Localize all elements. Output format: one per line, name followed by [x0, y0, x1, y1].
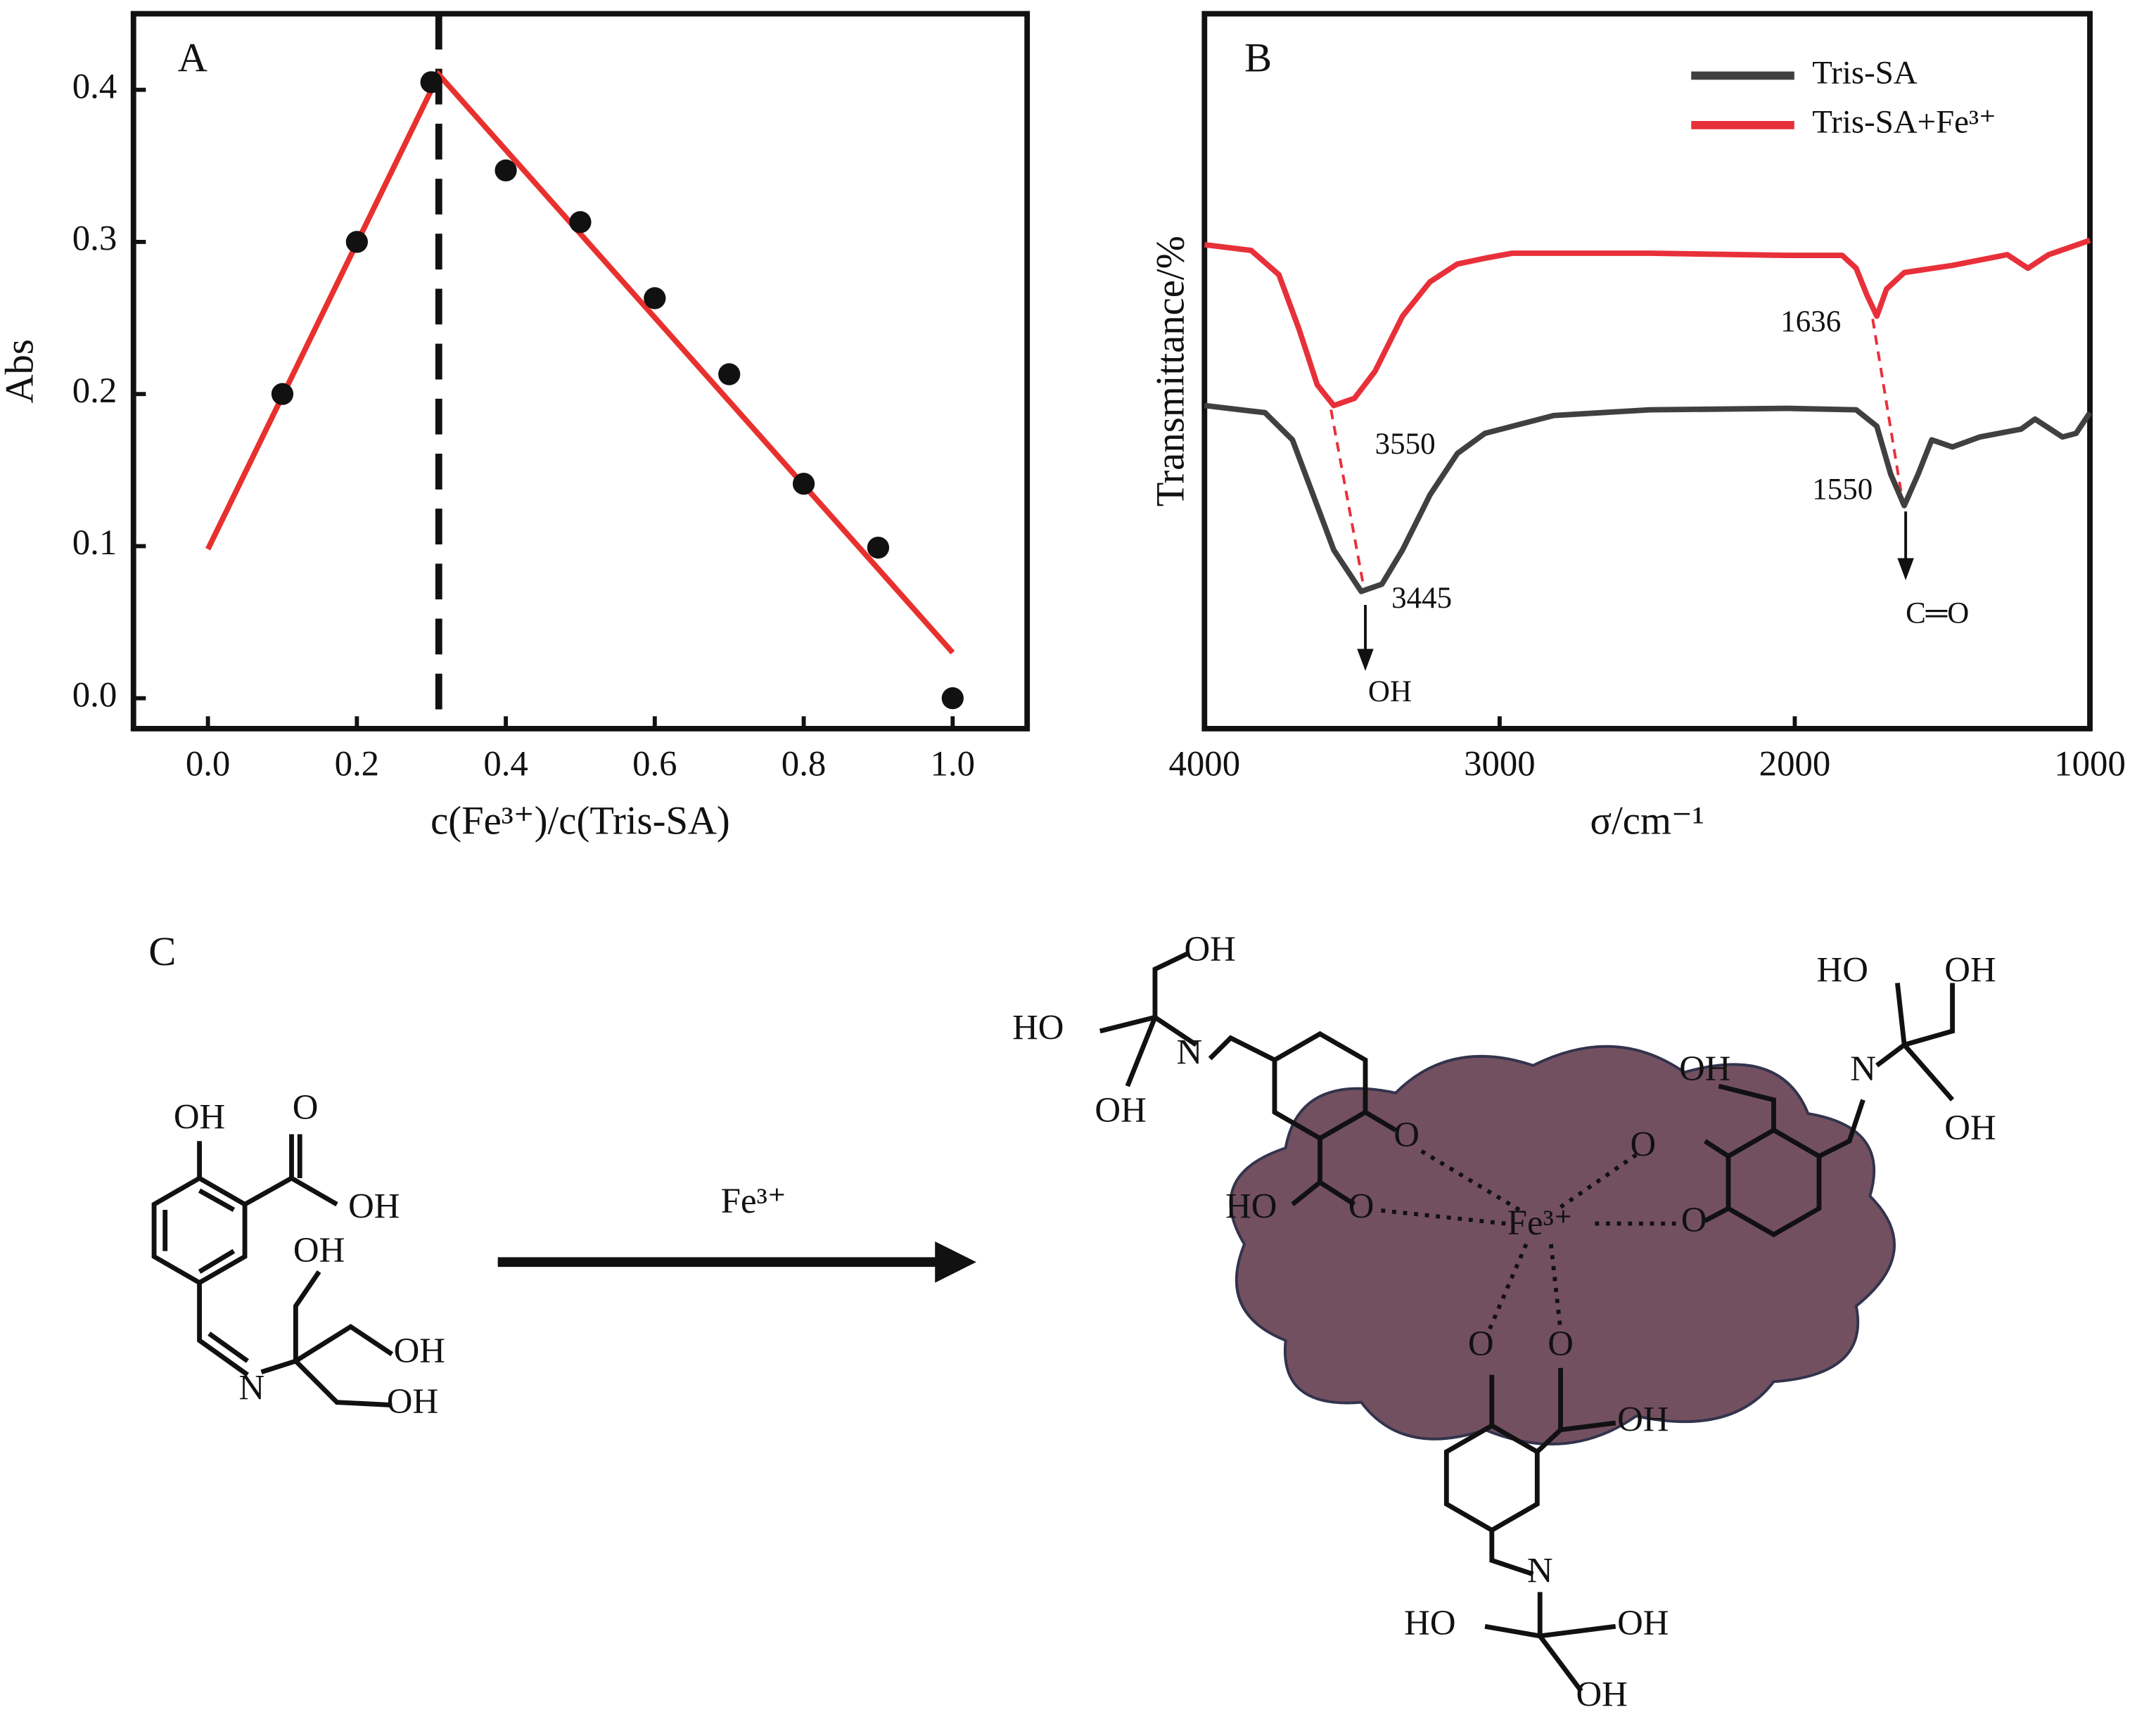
data-point — [271, 383, 294, 405]
atom-label: OH — [1617, 1400, 1669, 1439]
atom-label: N — [238, 1368, 264, 1407]
atom-label: Fe³⁺ — [1507, 1203, 1573, 1242]
x-tick-label: 0.2 — [335, 743, 380, 783]
atom-label: OH — [1095, 1090, 1146, 1130]
plot-frame — [130, 11, 1031, 732]
atom-label: O — [293, 1087, 319, 1127]
x-tick-label: 4000 — [1169, 743, 1241, 783]
complex-cloud — [1229, 1045, 1896, 1445]
atom-label: OH — [1184, 929, 1235, 969]
y-tick-label: 0.3 — [72, 219, 117, 258]
bonds — [162, 1134, 394, 1407]
data-point — [345, 231, 368, 253]
atom-label: O — [1393, 1115, 1420, 1154]
atom-label: HO — [1225, 1187, 1277, 1226]
x-tick-label: 0.8 — [782, 743, 827, 783]
x-axis-label: c(Fe³⁺)/c(Tris-SA) — [430, 799, 730, 843]
annotation: C═O — [1906, 597, 1969, 630]
fit-line — [205, 70, 955, 655]
y-tick-label: 0.1 — [72, 523, 117, 562]
x-tick-label: 0.4 — [483, 743, 528, 783]
y-tick-label: 0.0 — [72, 675, 117, 714]
atom-label: OH — [394, 1331, 445, 1370]
atom-label: HO — [1012, 1008, 1064, 1047]
data-point — [420, 71, 442, 94]
y-axis-label: Transmittance/% — [1148, 236, 1192, 506]
annotation: 3550 — [1375, 428, 1436, 461]
arrow-head — [935, 1241, 976, 1283]
atom-label: OH — [1679, 1049, 1730, 1088]
x-tick-label: 1.0 — [931, 743, 976, 783]
panel-label: B — [1244, 34, 1272, 80]
atom-label: O — [1681, 1200, 1707, 1239]
legend-label: Tris-SA — [1812, 54, 1918, 91]
atom-label: OH — [1944, 1108, 1996, 1147]
peak-guides — [1329, 319, 1914, 671]
annotation: OH — [1368, 675, 1412, 708]
reagent: Fe³⁺ — [721, 1181, 786, 1220]
arrow-head — [1357, 649, 1374, 671]
bonds — [1099, 950, 1956, 1693]
guide-line — [1871, 319, 1905, 504]
atom-label: N — [1527, 1551, 1553, 1590]
panel-label: C — [148, 928, 176, 974]
y-tick-label: 0.2 — [72, 371, 117, 410]
atom-label: O — [1548, 1324, 1574, 1363]
x-axis-label: σ/cm⁻¹ — [1590, 799, 1704, 843]
data-point — [792, 473, 815, 495]
atom-label: OH — [1944, 950, 1996, 989]
atom-label: O — [1468, 1324, 1494, 1363]
x-tick-label: 2000 — [1759, 743, 1831, 783]
data-point — [569, 211, 592, 234]
atom-label: OH — [293, 1230, 345, 1270]
data-point — [941, 687, 964, 710]
x-tick-label: 1000 — [2054, 743, 2126, 783]
scheme — [151, 950, 1956, 1693]
panel-label: A — [178, 34, 208, 80]
atom-label: N — [1850, 1049, 1876, 1088]
x-tick-label: 0.6 — [632, 743, 677, 783]
atom-label: OH — [1617, 1603, 1669, 1642]
atom-label: HO — [1817, 950, 1868, 989]
series-line — [1204, 238, 2091, 409]
ring — [1443, 1422, 1540, 1533]
atom-label: N — [1176, 1033, 1202, 1072]
series-line — [1204, 402, 2093, 594]
guide-line — [1329, 409, 1365, 589]
atom-label: O — [1630, 1125, 1656, 1164]
legend-label: Tris-SA+Fe³⁺ — [1812, 104, 1996, 141]
atom-label: O — [1348, 1187, 1374, 1226]
annotation: 1550 — [1812, 473, 1873, 506]
ring — [151, 1175, 248, 1286]
atom-label: OH — [1576, 1675, 1627, 1714]
data-point — [644, 287, 666, 309]
data-point — [718, 363, 741, 385]
coordination-bonds — [1374, 1146, 1680, 1335]
x-tick-label: 3000 — [1464, 743, 1536, 783]
annotation: 3445 — [1391, 582, 1452, 615]
data-point — [495, 159, 517, 181]
y-axis-label: Abs — [0, 339, 42, 403]
plot-frame — [1201, 11, 2093, 732]
atom-label: OH — [348, 1187, 400, 1226]
annotation: 1636 — [1780, 305, 1841, 338]
atom-label: OH — [174, 1097, 225, 1137]
atom-label: OH — [387, 1381, 438, 1421]
x-tick-label: 0.0 — [186, 743, 231, 783]
y-tick-label: 0.4 — [72, 66, 117, 106]
arrow-head — [1897, 558, 1914, 580]
atom-label: HO — [1404, 1603, 1455, 1642]
data-point — [867, 536, 890, 559]
